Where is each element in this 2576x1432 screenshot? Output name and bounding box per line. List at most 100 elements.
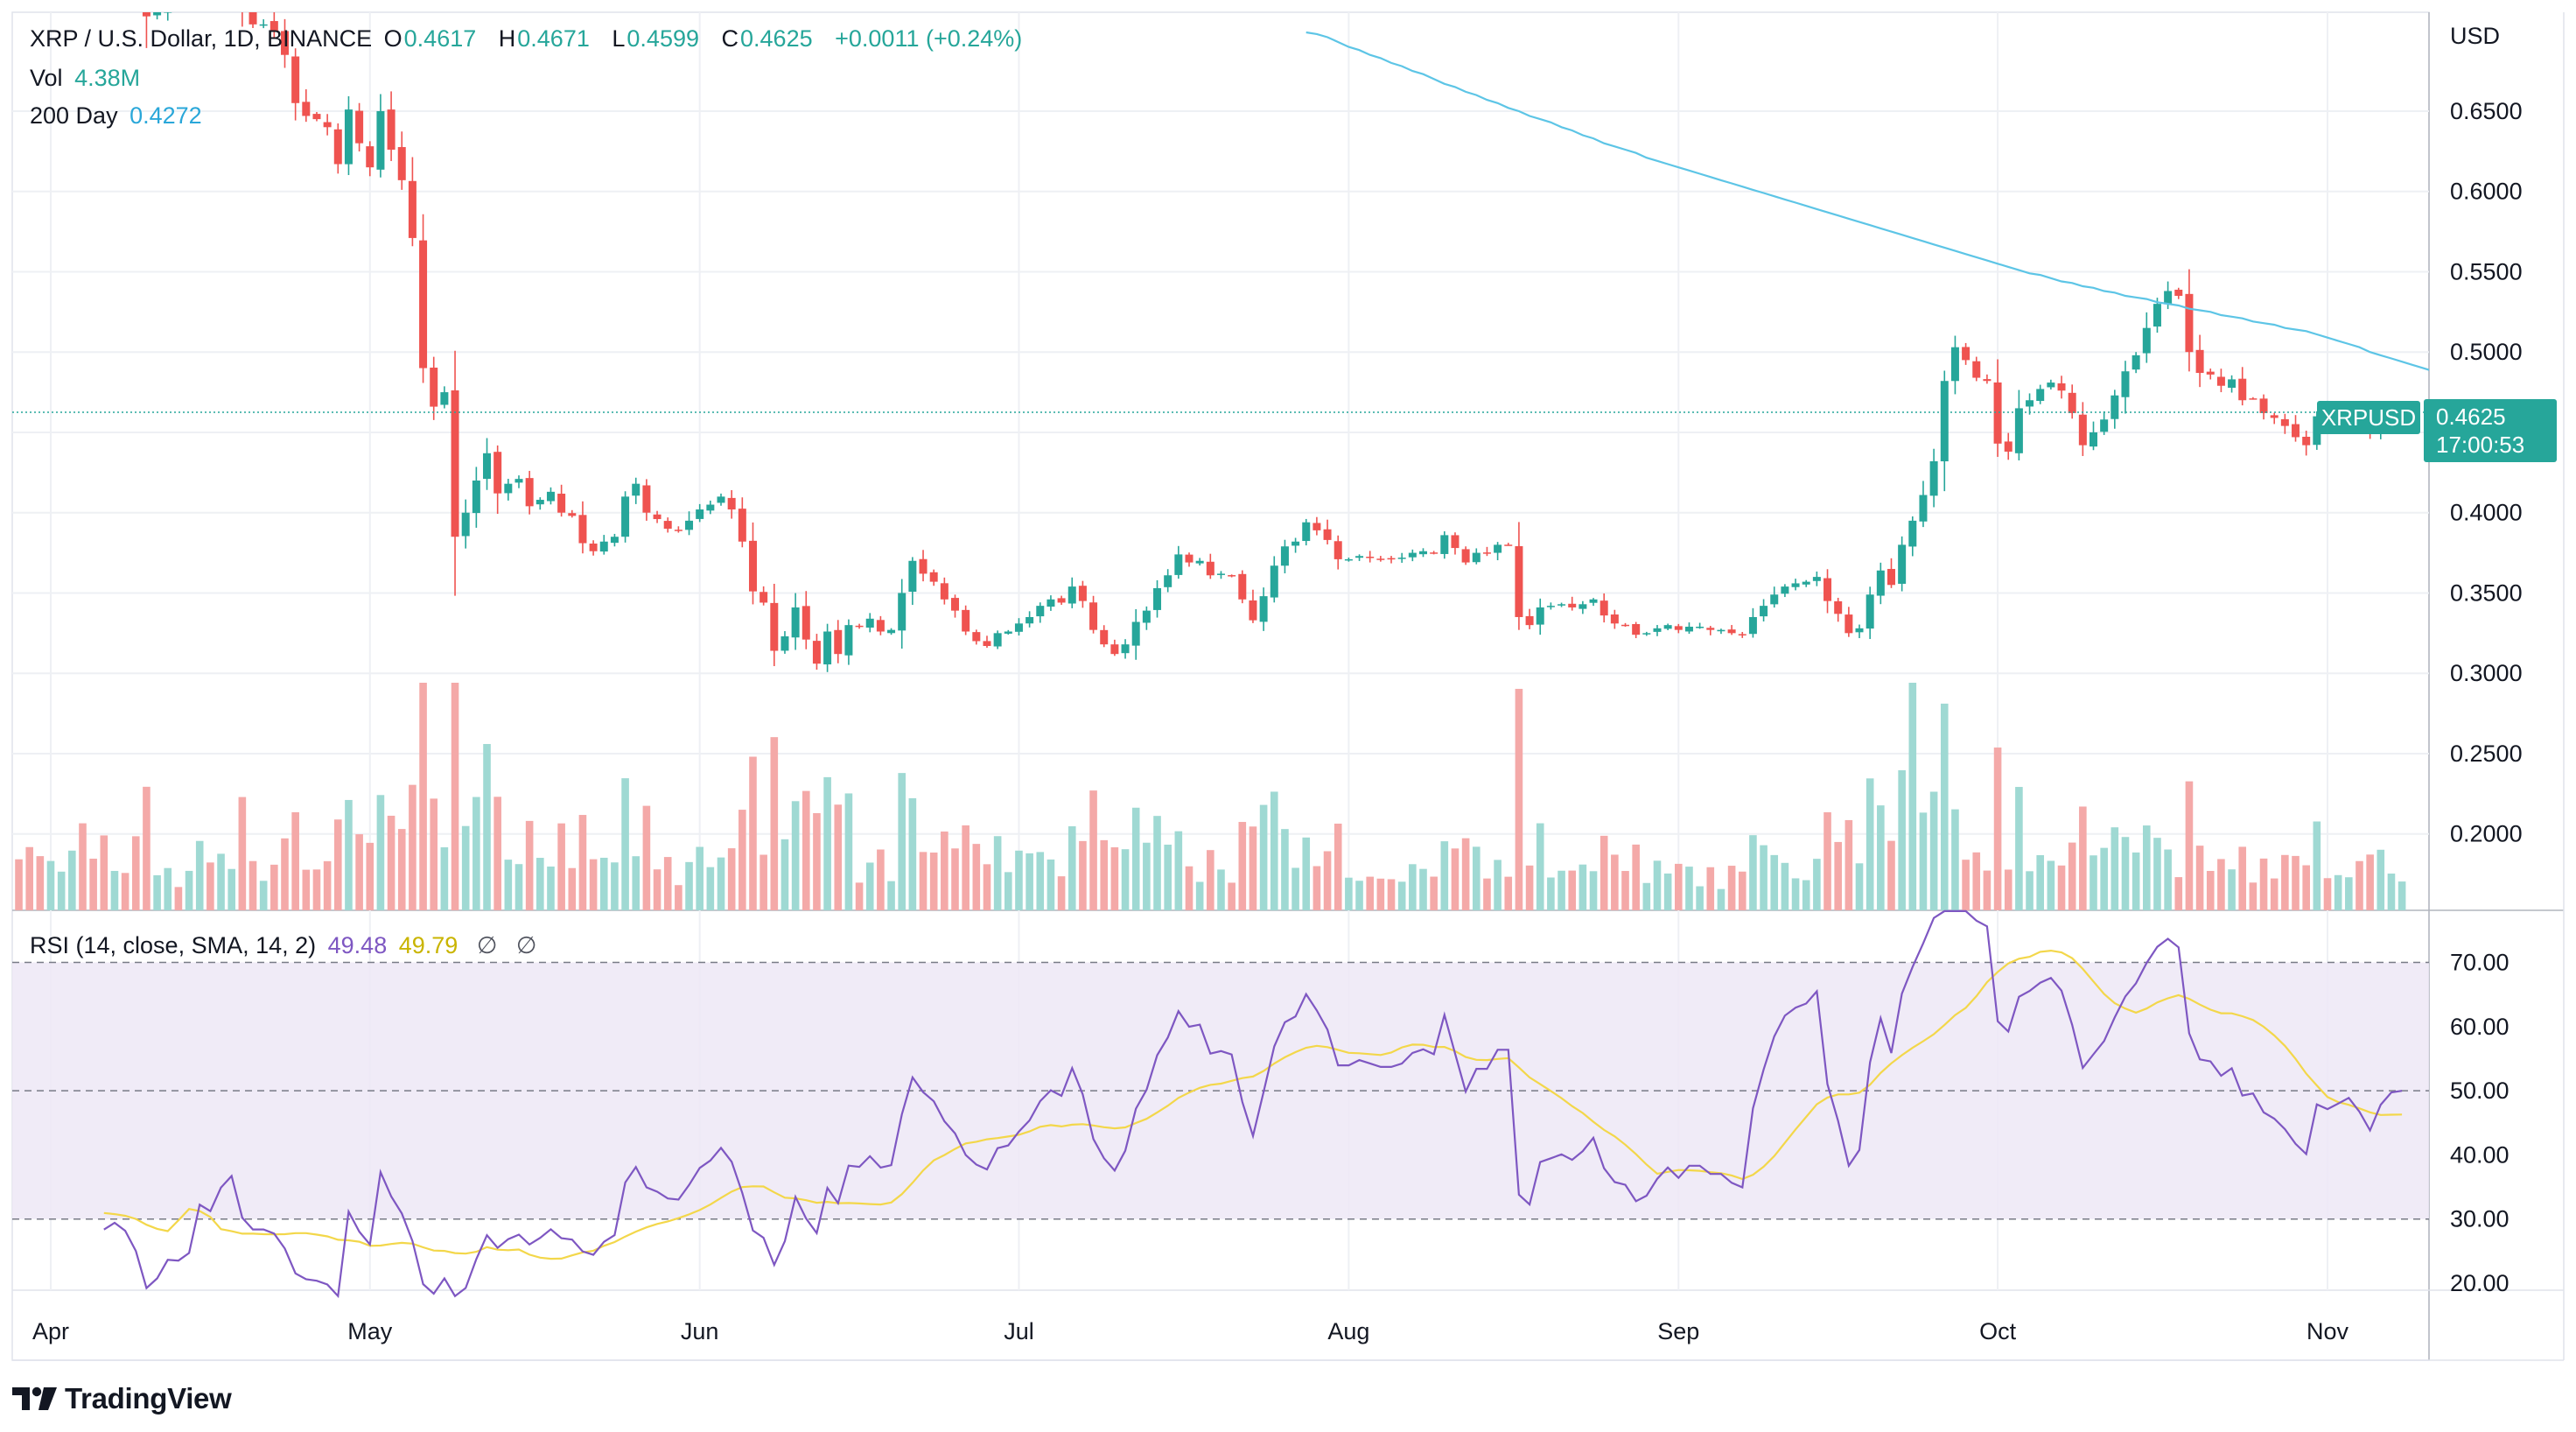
volume-bar xyxy=(663,857,672,910)
volume-bar xyxy=(1089,790,1097,910)
volume-bar xyxy=(1738,871,1746,910)
candle xyxy=(887,628,896,635)
vol-value: 4.38M xyxy=(74,65,141,91)
candle xyxy=(610,533,619,547)
candle xyxy=(1430,551,1438,555)
volume-bar xyxy=(834,804,843,910)
candle xyxy=(1791,579,1800,591)
candle xyxy=(1366,551,1375,563)
candle xyxy=(2078,402,2087,456)
volume-bar xyxy=(2259,858,2268,910)
volume-bar xyxy=(1791,878,1800,910)
rsi-tick-label: 70.00 xyxy=(2450,950,2510,976)
rsi-tick-label: 50.00 xyxy=(2450,1078,2510,1104)
volume-bar xyxy=(844,793,853,910)
volume-bar xyxy=(1877,805,1885,910)
volume-bar xyxy=(345,799,353,910)
volume-bar xyxy=(1962,860,1970,910)
candle xyxy=(1078,580,1087,608)
candle xyxy=(2036,384,2045,404)
candle xyxy=(366,141,374,177)
volume-bar xyxy=(887,881,895,910)
volume-bar xyxy=(1334,823,1342,910)
candle xyxy=(1727,625,1736,635)
candle xyxy=(983,635,991,649)
candle xyxy=(186,0,193,4)
candle xyxy=(1482,546,1491,557)
volume-bar xyxy=(1866,778,1874,910)
volume-bar xyxy=(36,856,45,910)
volume-bar xyxy=(153,874,161,910)
volume-bar xyxy=(440,847,449,910)
empty-set-icon[interactable]: ∅ xyxy=(476,932,498,958)
candle xyxy=(578,501,587,554)
volume-bar xyxy=(813,812,821,910)
high-label: H xyxy=(498,25,516,52)
volume-bar xyxy=(1281,829,1289,910)
volume-bar xyxy=(599,857,608,910)
rsi-legend: RSI (14, close, SMA, 14, 2) 49.48 49.79 … xyxy=(30,930,542,961)
candle xyxy=(1525,608,1534,629)
empty-set-icon[interactable]: ∅ xyxy=(515,932,537,958)
candle xyxy=(1036,602,1045,623)
volume-bar xyxy=(865,862,874,910)
candle xyxy=(898,579,906,649)
volume-bar xyxy=(611,862,619,910)
candle xyxy=(1451,532,1460,555)
rsi-ma-line xyxy=(103,949,2403,1260)
tradingview-logo[interactable]: TradingView xyxy=(12,1381,232,1416)
candle xyxy=(2185,269,2194,372)
volume-bar xyxy=(1068,825,1076,910)
volume-bar xyxy=(1578,864,1587,910)
volume-bar xyxy=(2376,849,2385,910)
candle xyxy=(993,630,1002,649)
volume-bar xyxy=(557,823,565,910)
volume-bar xyxy=(2206,870,2215,910)
candle xyxy=(760,586,768,606)
rsi-tick-label: 40.00 xyxy=(2450,1141,2510,1168)
volume-bar xyxy=(1174,831,1183,910)
volume-bar xyxy=(632,856,640,910)
volume-bar xyxy=(195,840,204,910)
candle xyxy=(1057,595,1066,606)
candle xyxy=(1558,602,1566,607)
volume-bar xyxy=(1611,854,1619,910)
volume-bar xyxy=(1185,866,1194,910)
volume-bar xyxy=(1983,870,1992,910)
candle xyxy=(1802,579,1810,587)
candle xyxy=(908,557,917,606)
volume-bar xyxy=(110,870,119,910)
candle xyxy=(1886,558,1895,588)
volume-bar xyxy=(941,831,948,910)
candle xyxy=(2270,412,2278,425)
volume-bar xyxy=(1600,835,1608,910)
volume-bar xyxy=(281,838,289,910)
candle xyxy=(2228,375,2236,393)
candle xyxy=(1249,589,1257,623)
candle xyxy=(1738,632,1746,638)
candle xyxy=(1110,639,1119,656)
volume-bar xyxy=(1164,844,1172,910)
candle xyxy=(430,356,438,420)
volume-bar xyxy=(1121,849,1130,910)
rsi-tick-label: 30.00 xyxy=(2450,1206,2510,1232)
candle xyxy=(419,214,428,383)
price-tick-label: 0.6500 xyxy=(2450,98,2523,124)
volume-bar xyxy=(898,773,906,910)
candle xyxy=(483,438,492,490)
candle xyxy=(494,445,502,514)
candle xyxy=(823,623,832,672)
candle xyxy=(1387,556,1396,564)
candle xyxy=(1760,599,1768,621)
candle xyxy=(514,475,523,488)
candle xyxy=(291,48,300,121)
candle xyxy=(685,511,694,536)
candle xyxy=(248,12,257,28)
date-tick-label: Jul xyxy=(1004,1318,1034,1344)
candle xyxy=(1494,542,1502,561)
volume-bar xyxy=(1345,877,1353,910)
volume-bar xyxy=(89,859,97,910)
price-tick-label: 0.4000 xyxy=(2450,500,2523,526)
volume-bar xyxy=(228,868,236,910)
